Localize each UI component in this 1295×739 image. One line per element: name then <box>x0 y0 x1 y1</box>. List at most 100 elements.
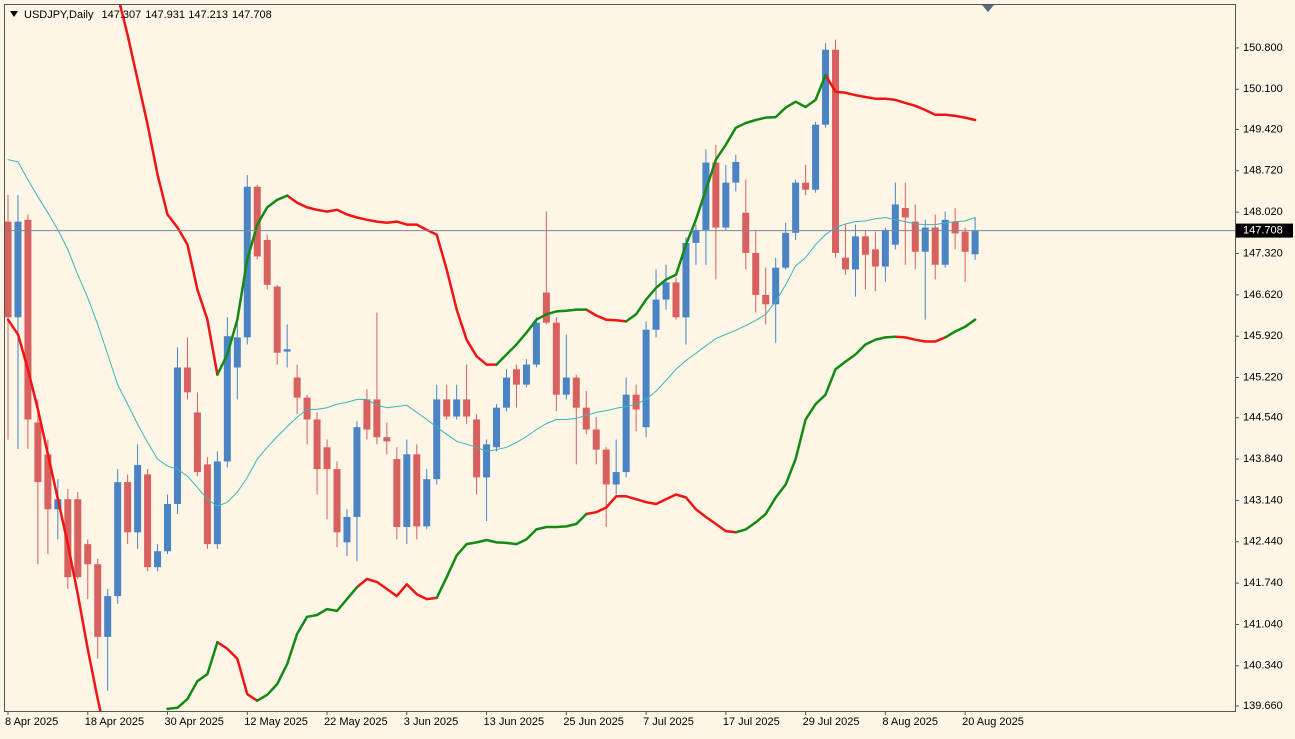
y-tick-label: 147.320 <box>1243 247 1283 259</box>
candle-body <box>941 219 949 265</box>
candle-body <box>812 124 820 190</box>
candle-body <box>263 239 271 285</box>
indicator-line <box>285 194 498 366</box>
indicator-line <box>943 318 977 339</box>
candle-body <box>503 377 510 408</box>
candle-body <box>832 49 840 253</box>
candle-body <box>293 377 301 398</box>
candle-body <box>433 399 441 480</box>
candle-body <box>154 551 162 568</box>
candle-body <box>762 294 770 305</box>
candle-body <box>682 242 690 318</box>
indicator-line <box>624 73 827 323</box>
indicator-line <box>7 159 976 507</box>
candle-body <box>283 349 291 352</box>
candle-body <box>213 461 221 545</box>
x-tick-label: 13 Jun 2025 <box>484 716 545 728</box>
candle-body <box>772 267 780 305</box>
y-tick-label: 145.920 <box>1243 330 1283 342</box>
candle-body <box>911 221 919 252</box>
candle-body <box>14 221 22 318</box>
candle-body <box>233 337 241 368</box>
candle-body <box>253 186 261 257</box>
candle-body <box>44 454 52 510</box>
indicator-line <box>585 493 738 534</box>
indicator-line <box>824 73 977 122</box>
candle-body <box>124 482 132 533</box>
candle-body <box>463 399 471 417</box>
candle-body <box>64 499 72 578</box>
candle-body <box>552 322 560 395</box>
candle-body <box>373 399 381 438</box>
candle-body <box>383 437 391 442</box>
x-tick-label: 22 May 2025 <box>324 716 388 728</box>
x-tick-label: 20 Aug 2025 <box>962 716 1024 728</box>
candle-body <box>313 419 321 470</box>
candle-body <box>203 464 211 545</box>
candle-body <box>931 227 939 265</box>
candle-body <box>393 459 401 527</box>
indicator-line <box>355 577 438 601</box>
y-tick-label: 142.440 <box>1243 536 1283 548</box>
candle-body <box>493 407 501 448</box>
y-tick-label: 143.140 <box>1243 494 1283 506</box>
candle-body <box>483 444 491 478</box>
x-tick-label: 12 May 2025 <box>244 716 308 728</box>
candle-body <box>742 212 750 253</box>
candle-body <box>453 399 461 417</box>
candle-body <box>512 369 520 385</box>
candle-body <box>921 227 929 252</box>
ohlc-label: 147.307 <box>102 9 142 21</box>
candle-body <box>642 329 650 428</box>
x-tick-label: 30 Apr 2025 <box>165 716 224 728</box>
menu-triangle[interactable] <box>10 11 18 17</box>
candle-body <box>183 367 191 393</box>
y-tick-label: 148.020 <box>1243 206 1283 218</box>
indicator-line <box>495 308 588 366</box>
indicator-line <box>435 512 588 600</box>
candle-body <box>951 221 959 234</box>
y-tick-label: 150.800 <box>1243 42 1283 54</box>
candle-body <box>403 454 411 527</box>
y-tick-label: 140.340 <box>1243 660 1283 672</box>
candle-body <box>114 482 122 597</box>
candle-body <box>173 367 181 504</box>
indicator-line <box>256 585 359 702</box>
indicator-line <box>734 335 897 534</box>
candle-body <box>961 231 969 252</box>
candle-body <box>94 564 102 637</box>
candle-body <box>802 182 810 190</box>
candle-body <box>5 221 12 318</box>
ohlc-label: 147.708 <box>232 9 272 21</box>
y-tick-label: 150.100 <box>1243 83 1283 95</box>
candle-body <box>323 447 331 470</box>
x-tick-label: 17 Jul 2025 <box>723 716 780 728</box>
candle-body <box>353 427 361 517</box>
x-tick-label: 29 Jul 2025 <box>803 716 860 728</box>
candle-body <box>782 232 790 268</box>
shift-marker <box>982 5 994 12</box>
y-tick-label: 145.220 <box>1243 371 1283 383</box>
candle-body <box>822 49 830 125</box>
candle-body <box>223 336 231 462</box>
candle-body <box>971 230 979 255</box>
candle-body <box>542 292 550 323</box>
ohlc-label: 147.931 <box>145 9 185 21</box>
plot-frame <box>4 4 1236 712</box>
y-tick-label: 144.540 <box>1243 412 1283 424</box>
indicator-line <box>216 640 259 702</box>
candle-body <box>871 249 879 267</box>
symbol: USDJPY,Daily <box>24 9 94 21</box>
y-tick-label: 139.660 <box>1243 700 1283 712</box>
candle-body <box>144 474 152 568</box>
candle-body <box>572 377 580 408</box>
price-label: 147.708 <box>1243 224 1283 236</box>
candle-body <box>672 282 680 318</box>
candle-body <box>732 161 740 183</box>
ohlc-label: 147.213 <box>188 9 228 21</box>
x-tick-label: 18 Apr 2025 <box>85 716 144 728</box>
indicator-line <box>166 640 219 711</box>
candle-body <box>423 479 431 527</box>
candle-body <box>134 464 142 533</box>
